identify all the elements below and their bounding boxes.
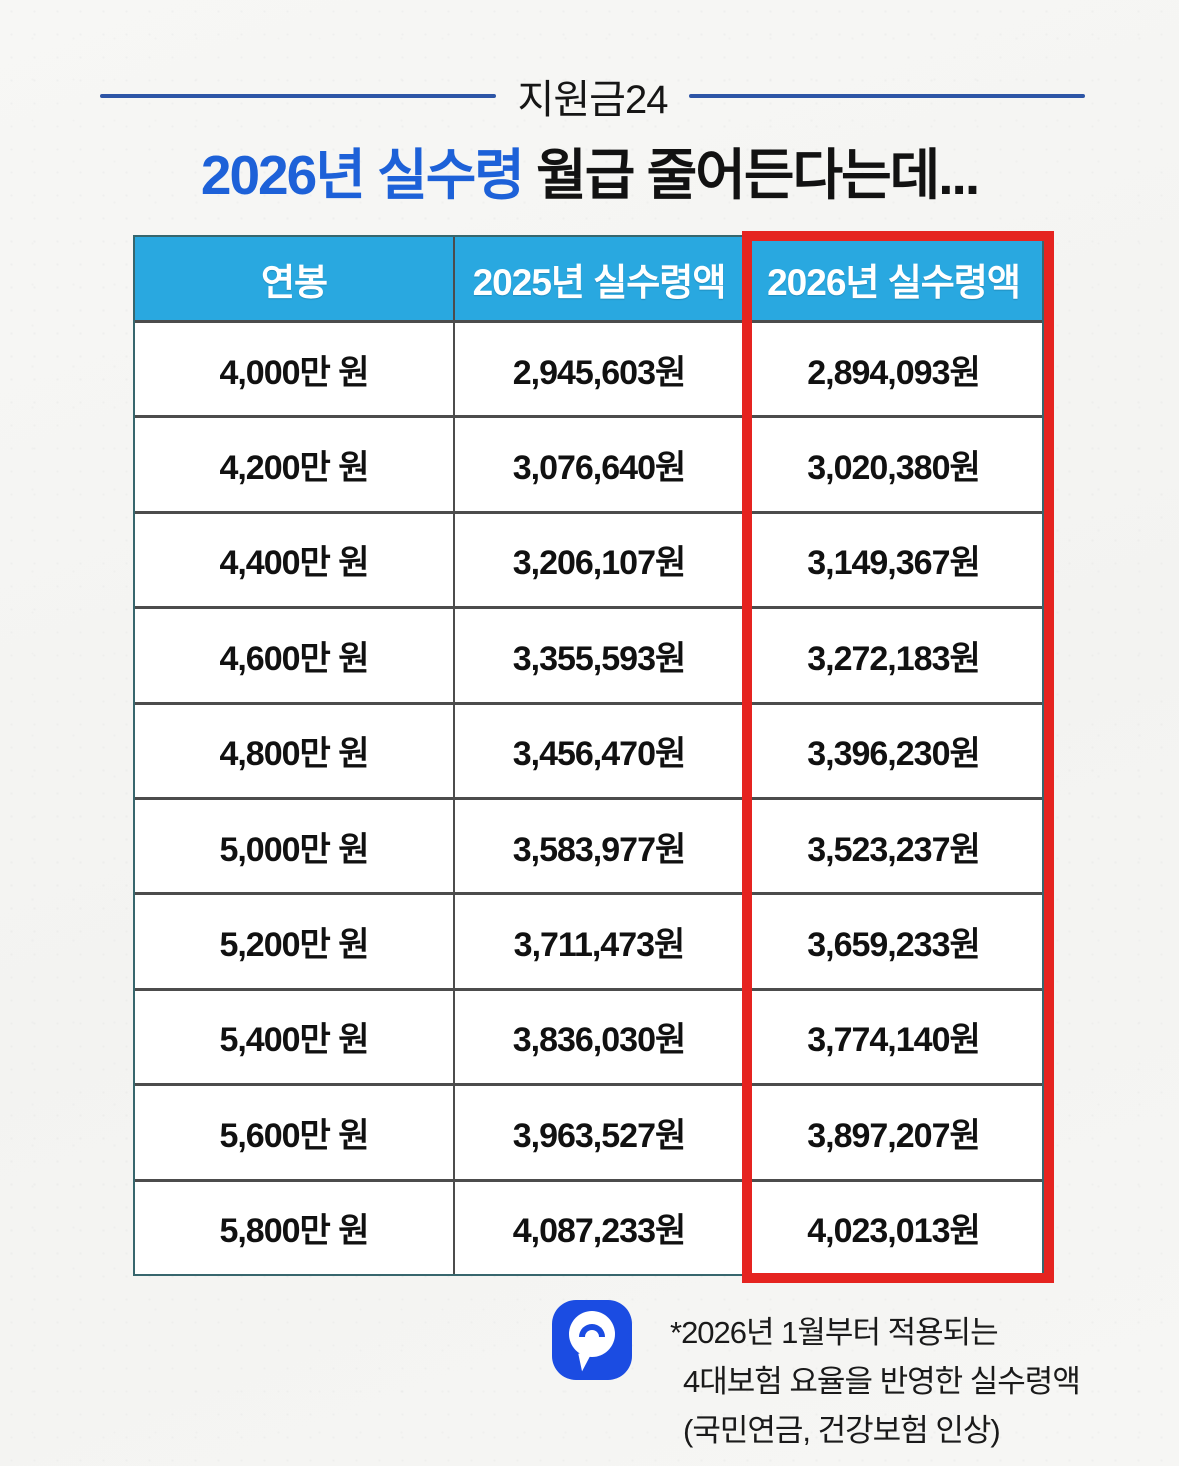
speech-bubble-logo-icon — [552, 1300, 632, 1380]
table-cell-r6-c1: 3,711,473원 — [455, 895, 743, 988]
table-cell-r8-c1: 3,963,527원 — [455, 1086, 743, 1179]
badge-divider-left — [100, 94, 496, 98]
table-cell-r3-c2: 3,272,183원 — [745, 609, 1042, 702]
column-header-2026-net-pay: 2026년 실수령액 — [745, 237, 1042, 320]
table-cell-r5-c2: 3,523,237원 — [745, 799, 1042, 893]
table-cell-r5-c1: 3,583,977원 — [455, 799, 743, 893]
table-cell-r9-c1: 4,087,233원 — [455, 1181, 743, 1274]
brand-badge: 지원금24 — [517, 78, 669, 122]
table-cell-r0-c1: 2,945,603원 — [455, 323, 743, 416]
badge-row: 지원금24 — [100, 72, 1085, 122]
table-cell-r0-c0: 4,000만 원 — [135, 323, 453, 416]
table-cell-r1-c0: 4,200만 원 — [135, 418, 453, 511]
footnote: *2026년 1월부터 적용되는 4대보험 요율을 반영한 실수령액 (국민연금… — [552, 1300, 1081, 1455]
table-cell-r3-c1: 3,355,593원 — [455, 609, 743, 702]
table-cell-r8-c2: 3,897,207원 — [745, 1086, 1042, 1179]
table-cell-r9-c0: 5,800만 원 — [135, 1181, 453, 1274]
table-cell-r8-c0: 5,600만 원 — [135, 1086, 453, 1179]
table-cell-r0-c2: 2,894,093원 — [745, 323, 1042, 416]
table-cell-r7-c0: 5,400만 원 — [135, 990, 453, 1084]
footnote-line-1: *2026년 1월부터 적용되는 — [670, 1315, 999, 1350]
column-header-2025-net-pay: 2025년 실수령액 — [455, 237, 743, 320]
table-cell-r2-c0: 4,400만 원 — [135, 513, 453, 607]
footnote-line-2: 4대보험 요율을 반영한 실수령액 — [683, 1364, 1081, 1399]
badge-divider-right — [689, 94, 1085, 98]
table-cell-r5-c0: 5,000만 원 — [135, 799, 453, 893]
table-cell-r6-c0: 5,200만 원 — [135, 895, 453, 988]
footnote-line-3: (국민연금, 건강보험 인상) — [683, 1413, 1001, 1448]
table-cell-r1-c2: 3,020,380원 — [745, 418, 1042, 511]
table-cell-r2-c2: 3,149,367원 — [745, 513, 1042, 607]
table-cell-r6-c2: 3,659,233원 — [745, 895, 1042, 988]
table-cell-r7-c2: 3,774,140원 — [745, 990, 1042, 1084]
footnote-text: *2026년 1월부터 적용되는 4대보험 요율을 반영한 실수령액 (국민연금… — [670, 1300, 1081, 1455]
table-cell-r4-c2: 3,396,230원 — [745, 704, 1042, 797]
table-cell-r1-c1: 3,076,640원 — [455, 418, 743, 511]
table-cell-r9-c2: 4,023,013원 — [745, 1181, 1042, 1274]
table-cell-r4-c0: 4,800만 원 — [135, 704, 453, 797]
title-highlight: 2026년 실수령 — [200, 144, 525, 206]
page-title: 2026년 실수령 월급 줄어든다는데... — [0, 130, 1179, 210]
table-cell-r4-c1: 3,456,470원 — [455, 704, 743, 797]
table-cell-r7-c1: 3,836,030원 — [455, 990, 743, 1084]
table-cell-r3-c0: 4,600만 원 — [135, 609, 453, 702]
title-rest: 월급 줄어든다는데... — [522, 144, 980, 206]
column-header-salary: 연봉 — [135, 237, 453, 320]
arch-shape — [579, 1324, 605, 1337]
table-cell-r2-c1: 3,206,107원 — [455, 513, 743, 607]
salary-table: 연봉 2025년 실수령액 2026년 실수령액 4,000만 원 2,945,6… — [133, 235, 1044, 1276]
